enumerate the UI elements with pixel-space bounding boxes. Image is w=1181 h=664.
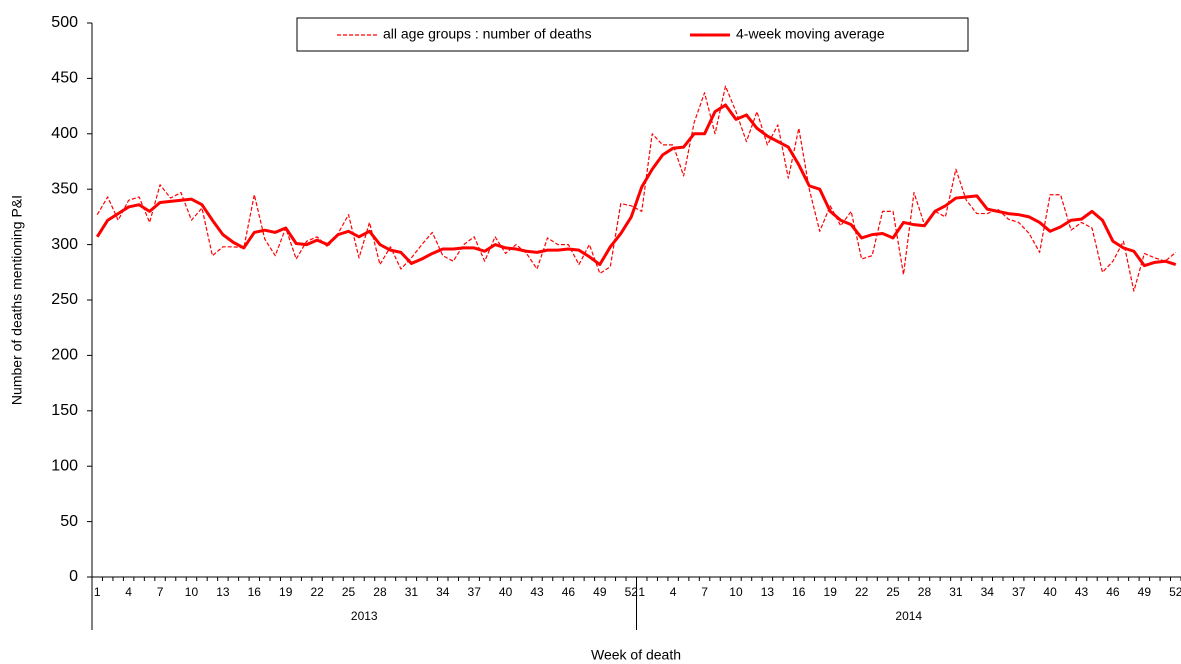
y-tick-label: 350 bbox=[51, 180, 78, 197]
x-tick-label: 10 bbox=[185, 585, 199, 599]
x-tick-label: 49 bbox=[593, 585, 607, 599]
y-tick-label: 250 bbox=[51, 291, 78, 308]
x-tick-label: 34 bbox=[981, 585, 995, 599]
y-tick-label: 50 bbox=[60, 513, 78, 530]
x-tick-label: 43 bbox=[530, 585, 544, 599]
legend-label: 4-week moving average bbox=[736, 26, 885, 42]
x-tick-label: 22 bbox=[855, 585, 869, 599]
y-tick-label: 300 bbox=[51, 236, 78, 253]
x-tick-label: 46 bbox=[562, 585, 576, 599]
x-tick-label: 37 bbox=[468, 585, 482, 599]
x-tick-label: 46 bbox=[1106, 585, 1120, 599]
series-line bbox=[95, 103, 1177, 268]
x-tick-label: 40 bbox=[1043, 585, 1057, 599]
legend-box bbox=[296, 17, 969, 52]
series-line bbox=[96, 85, 1177, 292]
y-tick-label: 150 bbox=[51, 402, 78, 419]
y-axis-title: Number of deaths mentioning P&I bbox=[9, 195, 25, 405]
y-tick-label: 0 bbox=[69, 568, 78, 585]
x-tick-label: 49 bbox=[1138, 585, 1152, 599]
x-tick-label: 4 bbox=[670, 585, 677, 599]
legend-label: all age groups : number of deaths bbox=[383, 26, 592, 42]
x-tick-label: 52 bbox=[625, 585, 639, 599]
x-tick-label: 52 bbox=[1169, 585, 1181, 599]
group-label: 2013 bbox=[351, 609, 378, 623]
x-tick-label: 4 bbox=[125, 585, 132, 599]
x-tick-label: 13 bbox=[216, 585, 230, 599]
x-axis-title: Week of death bbox=[591, 647, 681, 663]
x-tick-label: 28 bbox=[918, 585, 932, 599]
x-tick-label: 19 bbox=[279, 585, 293, 599]
x-tick-label: 1 bbox=[94, 585, 101, 599]
x-tick-label: 7 bbox=[157, 585, 164, 599]
x-tick-label: 28 bbox=[373, 585, 387, 599]
y-tick-label: 200 bbox=[51, 347, 78, 364]
x-tick-label: 43 bbox=[1075, 585, 1089, 599]
y-tick-label: 500 bbox=[51, 14, 78, 31]
x-tick-label: 13 bbox=[761, 585, 775, 599]
x-tick-label: 40 bbox=[499, 585, 513, 599]
x-tick-label: 16 bbox=[792, 585, 806, 599]
x-tick-label: 22 bbox=[310, 585, 324, 599]
group-label: 2014 bbox=[895, 609, 922, 623]
y-tick-label: 450 bbox=[51, 70, 78, 87]
x-tick-label: 25 bbox=[342, 585, 356, 599]
x-tick-label: 10 bbox=[729, 585, 743, 599]
x-tick-label: 16 bbox=[248, 585, 262, 599]
x-tick-label: 7 bbox=[701, 585, 708, 599]
y-tick-label: 400 bbox=[51, 125, 78, 142]
x-tick-label: 37 bbox=[1012, 585, 1026, 599]
x-tick-label: 31 bbox=[949, 585, 963, 599]
x-tick-label: 19 bbox=[824, 585, 838, 599]
y-tick-label: 100 bbox=[51, 457, 78, 474]
x-tick-label: 31 bbox=[405, 585, 419, 599]
x-tick-label: 1 bbox=[638, 585, 645, 599]
x-tick-label: 34 bbox=[436, 585, 450, 599]
x-tick-label: 25 bbox=[886, 585, 900, 599]
